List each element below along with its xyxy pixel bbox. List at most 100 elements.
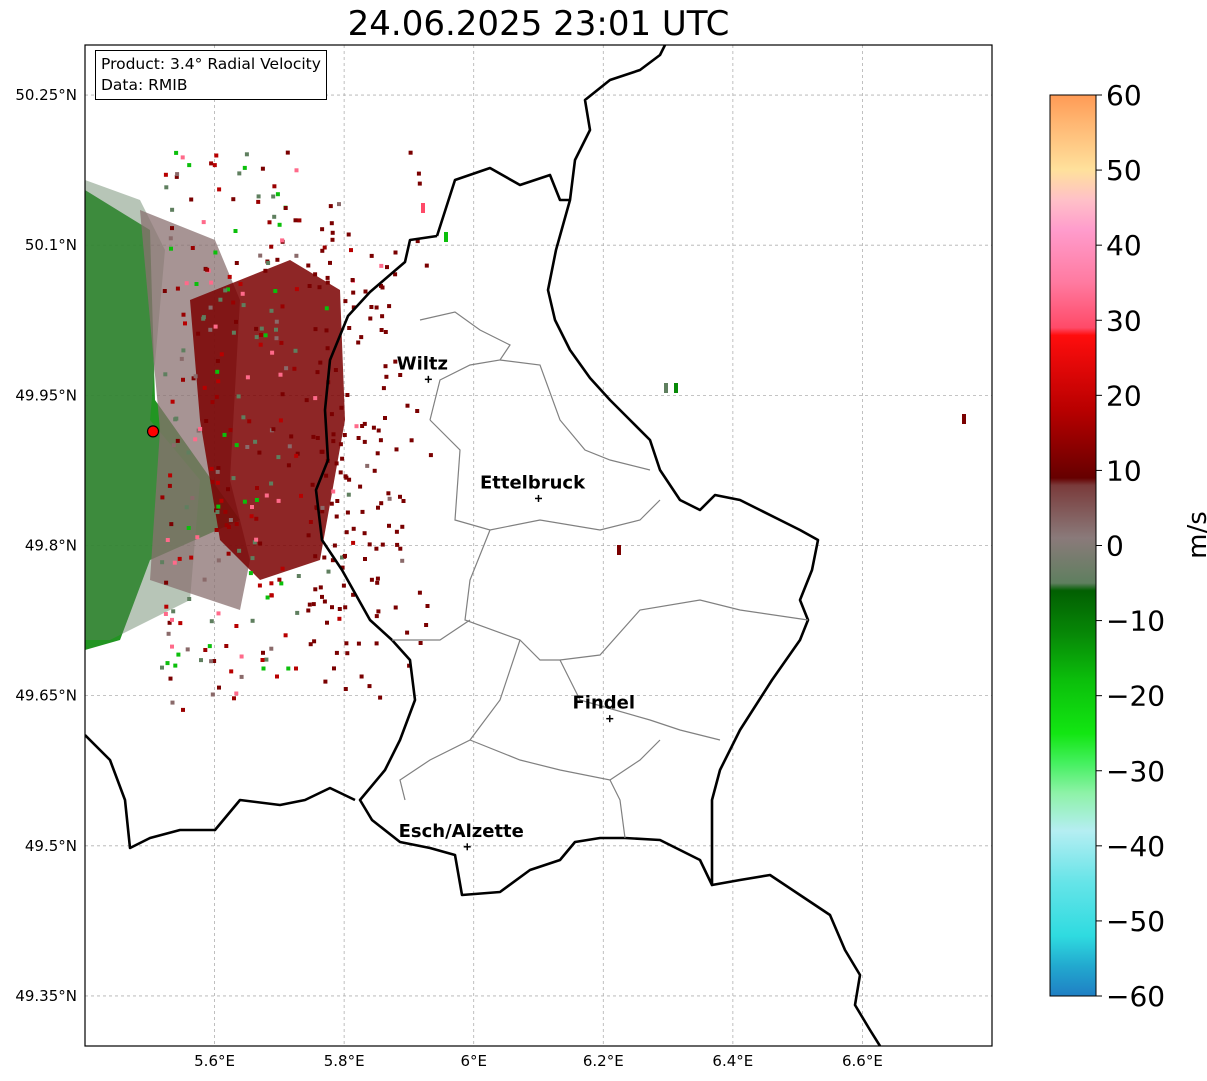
echo-speckle <box>330 558 335 563</box>
echo-speckle <box>219 498 224 503</box>
echo-speckle <box>190 246 195 250</box>
echo-speckle <box>252 540 257 545</box>
colorbar-tick-label: −30 <box>1106 755 1165 788</box>
echo-speckle <box>187 597 192 601</box>
echo-speckle <box>164 185 169 190</box>
echo-speckle <box>171 443 176 448</box>
echo-speckle <box>330 230 335 235</box>
colorbar-tick-label: 20 <box>1106 379 1142 412</box>
echo-speckle <box>184 281 189 286</box>
echo-speckle <box>320 227 325 232</box>
echo-speckle <box>258 541 263 546</box>
echo-speckle <box>224 523 229 528</box>
echo-speckle <box>346 492 351 497</box>
echo-speckle <box>233 229 238 233</box>
echo-speckle <box>224 644 229 648</box>
echo-speckle <box>210 692 215 697</box>
echo-speckle <box>253 439 258 444</box>
echo-speckle <box>356 436 361 440</box>
echo-speckle <box>337 202 341 207</box>
echo-speckle <box>250 505 254 509</box>
echo-speckle <box>174 150 179 155</box>
echo-speckle <box>178 621 183 626</box>
echo-speckle <box>354 424 359 429</box>
echo-speckle <box>254 326 259 331</box>
echo-speckle <box>240 291 245 296</box>
echo-speckle <box>177 556 182 561</box>
echo-speckle <box>380 314 385 319</box>
echo-speckle <box>226 487 230 492</box>
echo-speckle <box>343 687 348 691</box>
echo-speckle <box>324 473 329 478</box>
echo-speckle <box>367 684 372 689</box>
echo-speckle <box>398 546 403 551</box>
echo-speckle <box>351 592 356 597</box>
echo-speckle <box>326 569 331 574</box>
echo-speckle <box>332 543 337 548</box>
echo-speckle <box>383 416 387 420</box>
echo-speckle <box>242 165 247 170</box>
echo-speckle <box>360 509 365 514</box>
echo-speckle <box>332 666 336 671</box>
echo-speckle <box>395 542 400 547</box>
echo-speckle <box>378 438 383 443</box>
echo-speckle <box>198 427 203 431</box>
colorbar-unit-label: m/s <box>1183 511 1207 559</box>
echo-speckle <box>358 484 363 489</box>
echo-speckle <box>277 577 282 582</box>
longitude-tick-labels: 5.6°E 5.8°E 6°E 6.2°E 6.4°E 6.6°E <box>194 1052 883 1070</box>
echo-speckle <box>263 333 268 338</box>
echo-speckle <box>274 327 278 332</box>
echo-speckle <box>278 372 283 377</box>
echo-speckle <box>400 558 405 563</box>
canton-border-2 <box>499 359 651 471</box>
city-markers: Wiltz Ettelbruck Findel Esch/Alzette <box>397 353 635 851</box>
plot-frame <box>84 44 993 1047</box>
echo-speckle <box>376 609 381 614</box>
echo-speckle <box>333 368 338 372</box>
echo-speckle <box>329 501 334 506</box>
echo-speckle <box>375 580 380 585</box>
echo-speckle <box>617 545 621 555</box>
echo-speckle <box>418 641 423 645</box>
echo-speckle <box>226 551 231 556</box>
echo-speckle <box>363 289 368 294</box>
echo-speckle <box>209 659 214 664</box>
echo-speckle <box>203 648 208 652</box>
echo-speckle <box>190 496 195 500</box>
echo-speckle <box>258 342 263 347</box>
echo-speckle <box>401 499 406 503</box>
echo-speckle <box>386 491 391 496</box>
echo-speckle <box>264 657 269 662</box>
echo-speckle <box>381 386 386 391</box>
echo-speckle <box>179 356 184 361</box>
echo-speckle <box>259 333 263 337</box>
echo-speckle <box>295 451 300 456</box>
echo-speckle <box>170 644 174 649</box>
echo-speckle <box>232 696 236 701</box>
echo-speckle <box>279 340 284 345</box>
echo-speckle <box>330 237 335 242</box>
echo-speckle <box>313 272 318 277</box>
echo-speckle <box>201 315 206 320</box>
echo-speckle <box>271 427 276 432</box>
canton-border-5 <box>392 619 471 641</box>
echo-speckle <box>387 496 392 501</box>
echo-speckle <box>223 288 228 293</box>
echo-speckle <box>163 612 168 616</box>
echo-speckle <box>215 510 220 514</box>
echo-speckle <box>295 610 300 615</box>
echo-speckle <box>367 542 372 547</box>
echo-speckle <box>314 505 319 510</box>
echo-speckle <box>294 253 299 258</box>
echo-speckle <box>425 604 430 608</box>
echo-speckle <box>216 379 221 384</box>
echo-speckle <box>374 305 379 310</box>
canton-border-6 <box>399 639 521 801</box>
echo-speckle <box>313 327 318 332</box>
colorbar-tick-label: −10 <box>1106 605 1165 638</box>
lon-tick-label: 5.8°E <box>324 1052 365 1070</box>
echo-speckle <box>171 609 176 614</box>
echo-speckle <box>424 623 429 627</box>
echo-speckle <box>231 330 236 335</box>
